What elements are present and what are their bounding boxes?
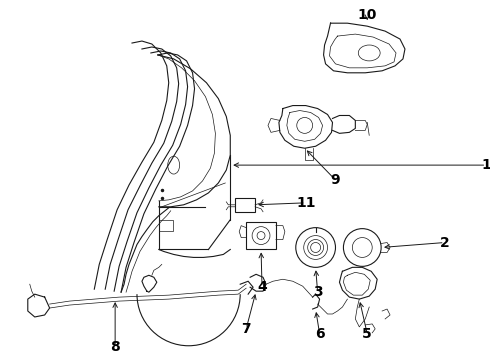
Text: 2: 2 (440, 235, 449, 249)
Text: 7: 7 (242, 322, 251, 336)
Bar (235, 198, 255, 212)
Text: 4: 4 (257, 280, 267, 294)
Text: 10: 10 (358, 8, 377, 22)
Bar (159, 220, 172, 231)
Text: 6: 6 (315, 327, 324, 341)
Text: 1: 1 (482, 158, 490, 172)
Text: 11: 11 (296, 196, 316, 210)
Text: 3: 3 (313, 285, 322, 299)
Text: 5: 5 (363, 327, 372, 341)
Text: 8: 8 (110, 340, 120, 354)
Bar (246, 222, 276, 249)
Text: 9: 9 (331, 173, 340, 187)
